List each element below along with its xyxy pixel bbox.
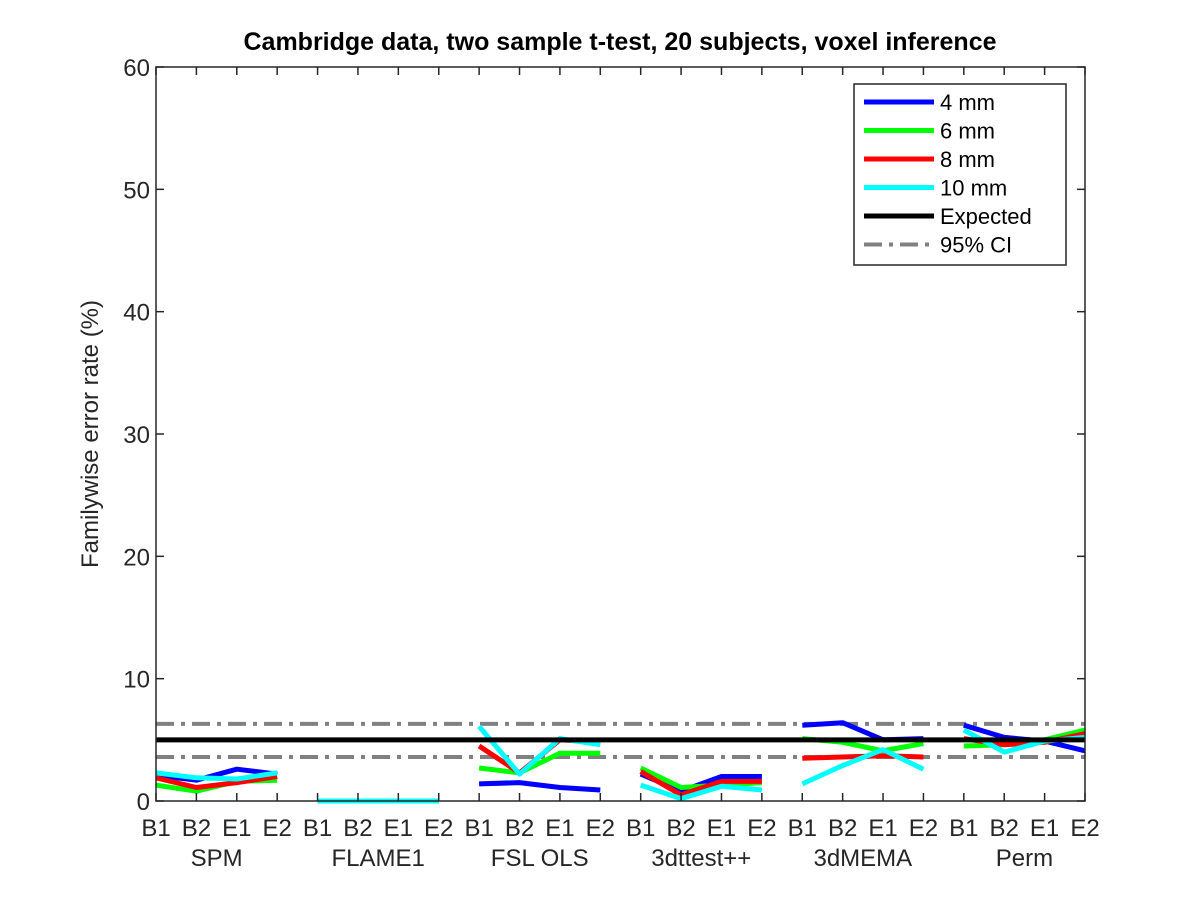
x-group-label: FSL OLS xyxy=(491,845,589,872)
x-tick-label: B1 xyxy=(141,815,170,842)
y-tick-label: 30 xyxy=(123,422,150,449)
x-tick-label: E1 xyxy=(868,815,897,842)
x-tick-label: E2 xyxy=(262,815,291,842)
x-group-label: FLAME1 xyxy=(331,845,424,872)
x-tick-label: E2 xyxy=(1070,815,1099,842)
series-line-10-mm xyxy=(639,782,763,802)
series-line-10-mm xyxy=(477,724,601,777)
x-axis: B1 B2 E1 E2 B1 B2 E1 E2 B1 B2 E1 E2 B1 B2 E1 E2 B1 B2 E1 E2… xyxy=(141,67,1100,872)
x-group-label: Perm xyxy=(996,845,1053,872)
x-tick-label: B2 xyxy=(182,815,211,842)
x-tick-label: E1 xyxy=(1030,815,1059,842)
x-tick-label: B1 xyxy=(949,815,978,842)
series-line-8-mm xyxy=(155,774,278,790)
chart-title: Cambridge data, two sample t-test, 20 su… xyxy=(243,28,996,56)
legend-label: 6 mm xyxy=(940,119,995,144)
x-tick-label: B2 xyxy=(666,815,695,842)
plot-area xyxy=(155,720,1086,804)
y-tick-label: 50 xyxy=(123,177,150,204)
x-tick-label: E2 xyxy=(909,815,938,842)
x-group-label: SPM xyxy=(191,845,243,872)
x-tick-label: B1 xyxy=(303,815,332,842)
series-line-8-mm xyxy=(639,769,762,798)
legend-box xyxy=(853,83,1067,266)
series-line-4-mm xyxy=(479,780,601,793)
legend: 4 mm 6 mm 8 mm 10 mm Expected 95% CI xyxy=(853,83,1067,266)
y-axis: 0 10 20 30 40 50 60 xyxy=(123,55,1085,816)
x-tick-label: B2 xyxy=(505,815,534,842)
series-line-4-mm xyxy=(802,720,924,743)
series-line-10-mm xyxy=(155,770,278,782)
x-group-label: 3dttest++ xyxy=(651,845,751,872)
x-group-label: 3dMEMA xyxy=(813,845,912,872)
legend-label: Expected xyxy=(940,204,1032,229)
x-tick-label: B2 xyxy=(828,815,857,842)
x-tick-label: B1 xyxy=(626,815,655,842)
series-line-6-mm xyxy=(478,750,601,776)
y-axis-label: Familywise error rate (%) xyxy=(77,300,104,568)
y-tick-label: 0 xyxy=(137,789,150,816)
x-tick-label: B2 xyxy=(343,815,372,842)
legend-label: 95% CI xyxy=(940,233,1012,258)
x-tick-label: E2 xyxy=(424,815,453,842)
y-tick-label: 40 xyxy=(123,300,150,327)
legend-label: 4 mm xyxy=(940,90,995,115)
y-tick-label: 20 xyxy=(123,544,150,571)
y-tick-label: 60 xyxy=(123,55,150,82)
x-tick-label: B1 xyxy=(788,815,817,842)
y-tick-label: 10 xyxy=(123,667,150,694)
x-tick-label: E2 xyxy=(586,815,615,842)
x-tick-label: E1 xyxy=(707,815,736,842)
x-tick-label: E1 xyxy=(384,815,413,842)
x-tick-label: E1 xyxy=(222,815,251,842)
x-tick-label: B1 xyxy=(464,815,493,842)
legend-label: 8 mm xyxy=(940,147,995,172)
x-tick-label: E1 xyxy=(545,815,574,842)
legend-label: 10 mm xyxy=(940,176,1007,201)
x-tick-label: E2 xyxy=(747,815,776,842)
series-line-10-mm xyxy=(801,747,925,787)
x-tick-label: B2 xyxy=(990,815,1019,842)
